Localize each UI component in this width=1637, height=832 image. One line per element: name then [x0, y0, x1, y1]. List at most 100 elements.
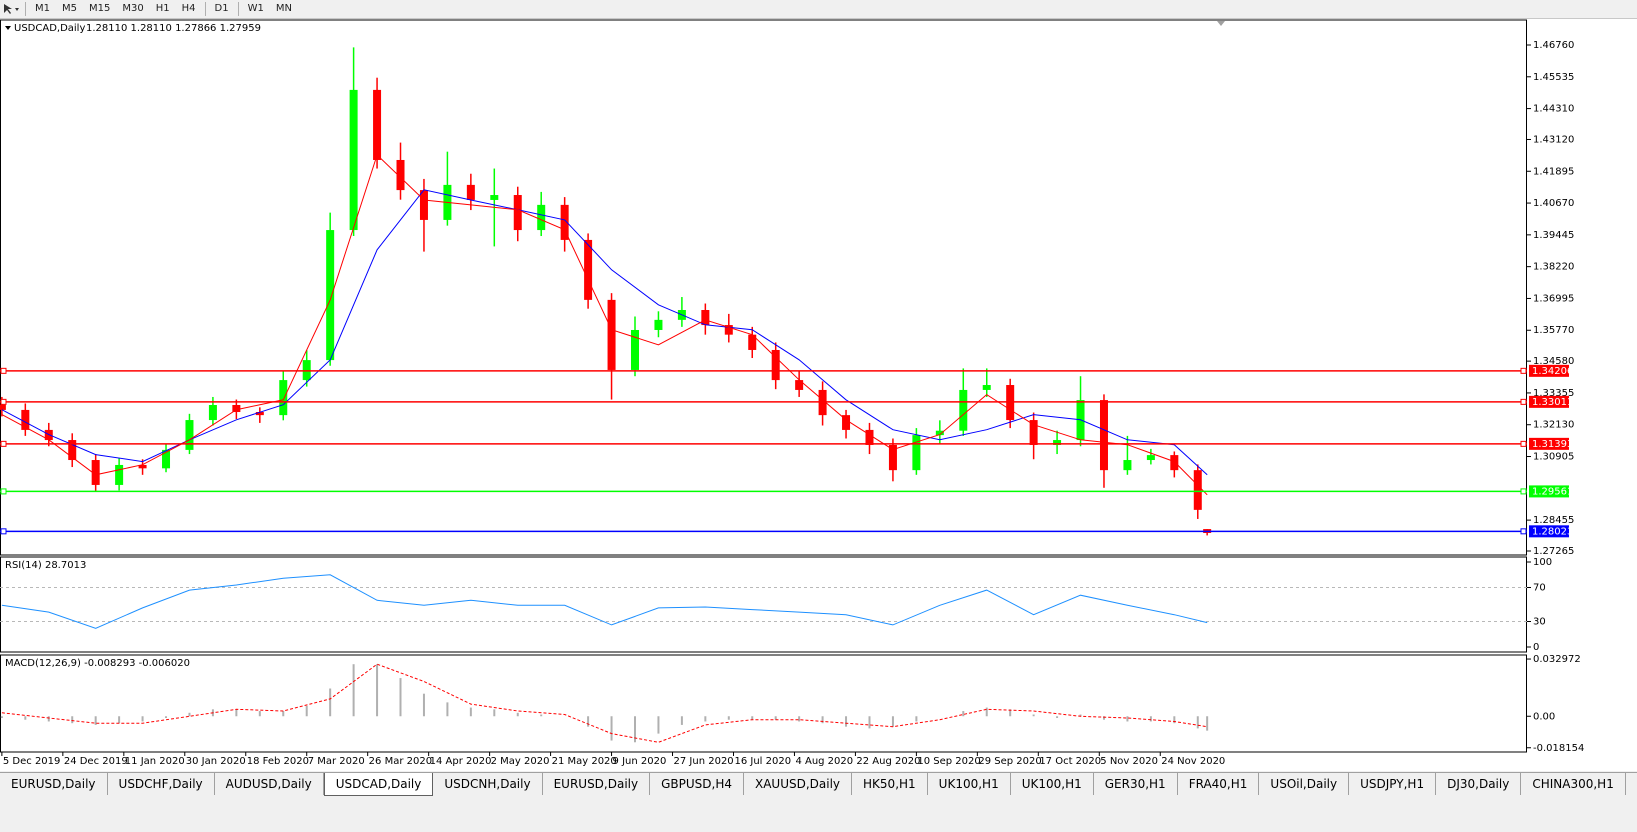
level-label-box [1529, 525, 1569, 538]
y-tick-label: 0 [1533, 642, 1539, 653]
chart-tab[interactable]: FRA40,H1 [1178, 773, 1260, 795]
level-handle [1520, 488, 1527, 495]
level-label: 1.28023 [1532, 526, 1573, 537]
x-tick-label: 14 Apr 2020 [430, 756, 492, 767]
rsi-panel-frame [0, 556, 1527, 653]
candle-body [279, 380, 288, 416]
y-tick-label: 1.28455 [1533, 515, 1574, 526]
level-handle [0, 440, 7, 447]
candle-body [396, 159, 405, 191]
candle-body [419, 190, 428, 220]
candle-body [607, 299, 616, 370]
y-tick-label: 0.00 [1533, 711, 1555, 722]
level-handle [1520, 440, 1527, 447]
chart-tab[interactable]: XAUUSD,Daily [744, 773, 853, 795]
candle-body [91, 460, 100, 485]
level-label-box [1529, 395, 1569, 408]
candle-body [1099, 400, 1108, 471]
candle-body [1053, 440, 1062, 445]
timeframe-button[interactable]: H4 [181, 3, 196, 14]
separator [25, 2, 26, 16]
chart-tab[interactable]: USDCAD,Daily [323, 773, 434, 796]
candle-body [1170, 455, 1179, 471]
main-panel-frame [0, 19, 1527, 556]
candle-body [68, 440, 77, 461]
candle-body [326, 230, 335, 361]
level-label-box [1529, 437, 1569, 450]
candle-body [584, 239, 593, 300]
level-handle [1520, 528, 1527, 535]
y-tick-label: 1.44310 [1533, 104, 1574, 115]
candle-body [748, 334, 757, 350]
chart-tab[interactable]: EURUSD,Daily [543, 773, 651, 795]
candle-body [537, 204, 546, 231]
chart-tab[interactable]: UK100,H1 [1011, 773, 1094, 795]
candle-body [701, 310, 710, 326]
candle-body [115, 464, 124, 485]
chart-tab[interactable]: GBPUSD,H4 [650, 773, 744, 795]
separator [237, 2, 239, 16]
candle-body [654, 319, 663, 330]
level-handle [0, 488, 7, 495]
chart-tab[interactable]: USDCHF,Daily [108, 773, 215, 795]
x-tick-label: 5 Dec 2019 [3, 756, 61, 767]
x-tick-label: 5 Nov 2020 [1100, 756, 1158, 767]
x-tick-label: 30 Jan 2020 [186, 756, 246, 767]
candle-body [935, 430, 944, 436]
moving-average [1, 189, 1208, 476]
timeframe-button[interactable]: M15 [89, 3, 111, 14]
macd-panel-frame [0, 654, 1527, 753]
chart-tab[interactable]: GER30,H1 [1094, 773, 1178, 795]
candle-body [1193, 470, 1202, 510]
chart-tab[interactable]: EURUSD,Daily [0, 773, 108, 795]
level-handle [0, 528, 7, 535]
timeframe-button[interactable]: W1 [247, 3, 264, 14]
chart-tab[interactable]: HK50,H1 [852, 773, 928, 795]
candle-body [349, 89, 358, 231]
x-tick-label: 9 Jun 2020 [613, 756, 667, 767]
level-handle [1520, 367, 1527, 374]
x-tick-label: 17 Oct 2020 [1039, 756, 1101, 767]
candle-body [630, 329, 639, 370]
chart-title: USDCAD,Daily [14, 23, 85, 34]
candle-body [1123, 460, 1132, 471]
cursor-icon[interactable] [0, 1, 22, 17]
chart-tab[interactable]: AUDUSD,Daily [215, 773, 324, 795]
level-handle [1520, 398, 1527, 405]
chart-tab[interactable]: USDCNH,Daily [433, 773, 543, 795]
title-arrow [5, 26, 11, 30]
timeframe-button[interactable]: MN [275, 3, 292, 14]
y-tick-label: 1.36995 [1533, 293, 1574, 304]
x-tick-label: 24 Nov 2020 [1161, 756, 1225, 767]
rsi-line [1, 574, 1208, 629]
signal-line [1, 663, 1208, 743]
timeframe-button[interactable]: M30 [122, 3, 144, 14]
level-handle [0, 398, 7, 405]
candle-body [1029, 420, 1038, 445]
y-tick-label: 1.27265 [1533, 546, 1574, 557]
chart-tab[interactable]: UK100,H1 [928, 773, 1011, 795]
timeframe-button[interactable]: H1 [155, 3, 170, 14]
chart-tab[interactable]: USDJPY,H1 [1349, 773, 1437, 795]
timeframe-button[interactable]: D1 [214, 3, 229, 14]
candle-body [162, 449, 171, 469]
candle-body [959, 389, 968, 431]
x-tick-label: 21 May 2020 [552, 756, 617, 767]
chart-tab[interactable]: USOil,Daily [1259, 773, 1350, 795]
chart-tab[interactable]: DJ30,Daily [1436, 773, 1522, 795]
chart-tab[interactable]: CHINA300,H1 [1521, 773, 1626, 795]
y-tick-label: 1.39445 [1533, 230, 1574, 241]
timeframe-button[interactable]: M5 [62, 3, 77, 14]
x-tick-label: 11 Jan 2020 [125, 756, 185, 767]
x-tick-label: 18 Feb 2020 [247, 756, 309, 767]
x-tick-label: 4 Aug 2020 [795, 756, 853, 767]
level-label: 1.33011 [1532, 397, 1573, 408]
candle-body [21, 409, 30, 430]
y-tick-label: 1.35770 [1533, 325, 1574, 336]
y-tick-label: -0.018154 [1533, 743, 1584, 754]
candle-body [1146, 455, 1155, 461]
candle-body [490, 195, 499, 200]
timeframe-button[interactable]: M1 [35, 3, 50, 14]
chart-tab[interactable]: USOil,H1 [1626, 773, 1637, 795]
